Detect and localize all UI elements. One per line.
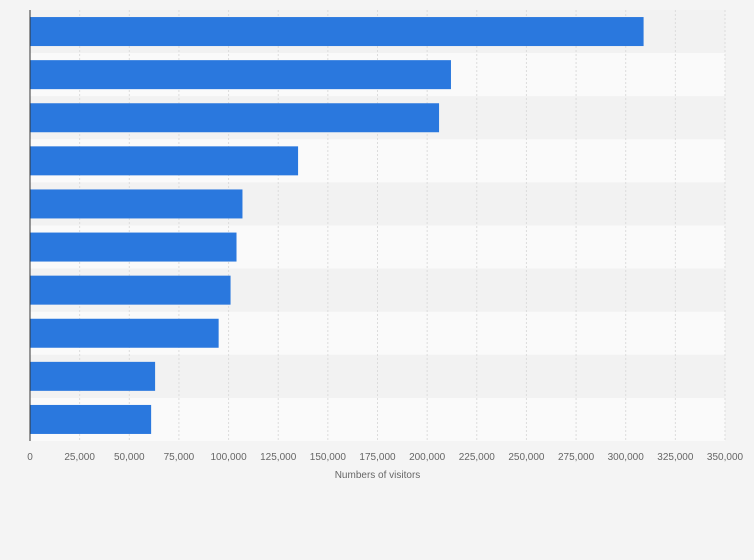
x-tick-label: 225,000 (459, 452, 496, 463)
x-tick-label: 75,000 (164, 452, 195, 463)
x-tick-label: 100,000 (210, 452, 247, 463)
x-tick-label: 125,000 (260, 452, 297, 463)
bar (30, 361, 156, 391)
x-tick-label: 25,000 (64, 452, 95, 463)
bar (30, 189, 243, 219)
bar (30, 404, 152, 434)
bars (30, 17, 644, 434)
x-tick-label: 300,000 (608, 452, 645, 463)
x-tick-label: 0 (27, 452, 33, 463)
bar (30, 318, 219, 348)
bar (30, 60, 451, 90)
x-tick-label: 325,000 (657, 452, 694, 463)
bar (30, 146, 299, 176)
x-tick-label: 150,000 (310, 452, 347, 463)
x-tick-labels: 0 25,000 50,000 75,000 100,000 125,000 150,000… (27, 452, 743, 463)
x-tick-label: 350,000 (707, 452, 744, 463)
bar (30, 232, 237, 262)
bar (30, 17, 644, 47)
bar (30, 103, 440, 133)
bar (30, 275, 231, 305)
x-tick-label: 50,000 (114, 452, 145, 463)
x-tick-label: 275,000 (558, 452, 595, 463)
x-tick-label: 250,000 (508, 452, 545, 463)
x-tick-label: 200,000 (409, 452, 446, 463)
x-axis-title: Numbers of visitors (335, 470, 421, 481)
x-tick-label: 175,000 (359, 452, 396, 463)
